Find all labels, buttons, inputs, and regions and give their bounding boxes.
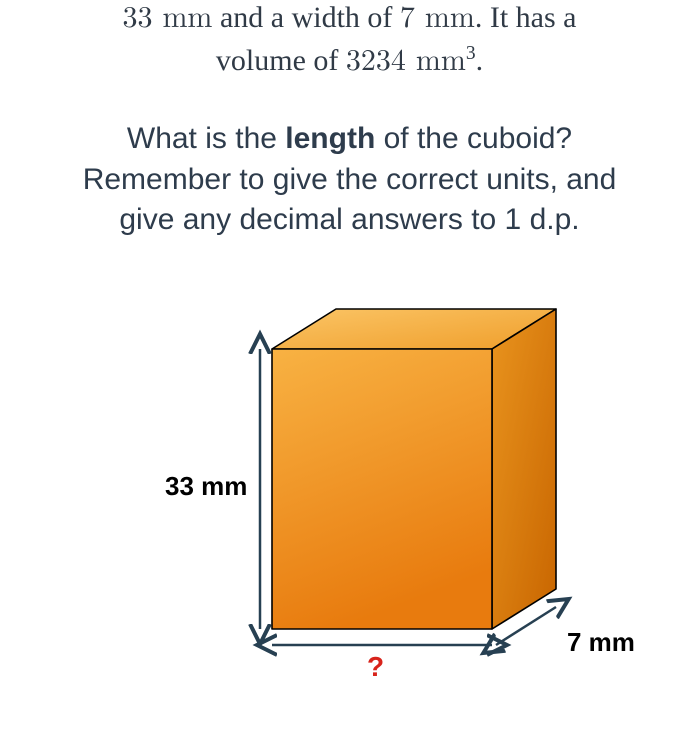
given-line-2: volume of 3234 mm3. — [12, 41, 687, 82]
question-text: What is the length of the cuboid? Rememb… — [12, 119, 687, 241]
question-line-1: What is the length of the cuboid? — [12, 119, 687, 160]
height-label: 33 mm — [165, 471, 247, 502]
cuboid-diagram: 33 mm ? 7 mm — [12, 271, 699, 711]
problem-text: 33 mm and a width of 7 mm. It has a volu… — [12, 0, 687, 241]
question-line-3: give any decimal answers to 1 d.p. — [12, 200, 687, 241]
length-word: length — [285, 122, 375, 155]
width-value: 7 mm — [400, 3, 475, 33]
given-line-1: 33 mm and a width of 7 mm. It has a — [12, 0, 687, 39]
volume-value: 3234 mm — [346, 46, 466, 76]
question-line-2: Remember to give the correct units, and — [12, 160, 687, 201]
width-label: 7 mm — [567, 627, 635, 658]
unknown-label: ? — [367, 651, 384, 683]
height-value: 33 mm — [122, 3, 212, 33]
